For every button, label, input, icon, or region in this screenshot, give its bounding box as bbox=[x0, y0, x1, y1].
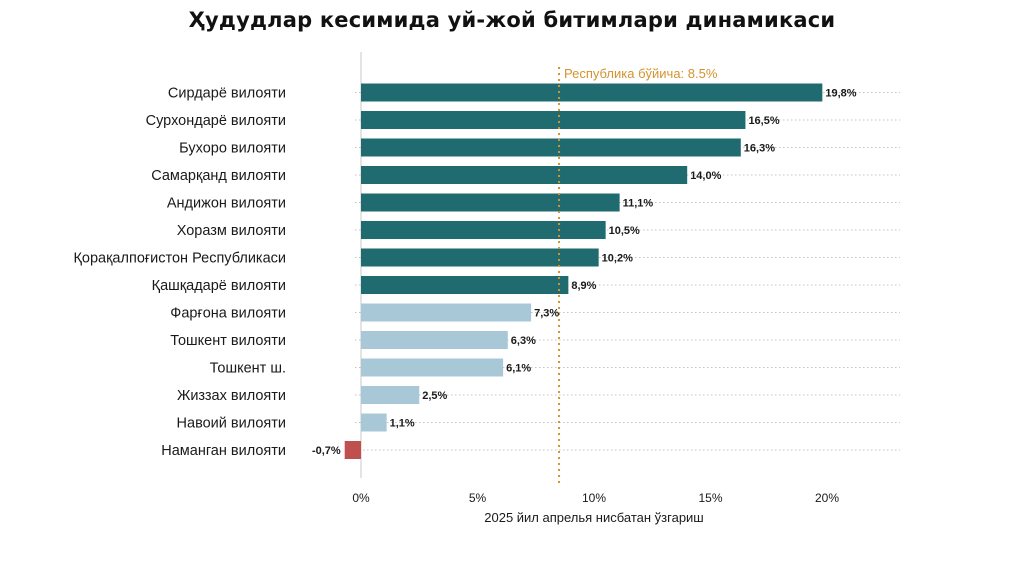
x-tick-label: 10% bbox=[582, 491, 606, 505]
category-label: Қашқадарё вилояти bbox=[152, 278, 286, 294]
bar bbox=[361, 358, 504, 377]
bar bbox=[361, 111, 746, 129]
x-tick-label: 20% bbox=[815, 491, 839, 505]
value-label: 10,5% bbox=[609, 225, 640, 237]
x-axis-label: 2025 йил апрелья нисбатан ўзгариш bbox=[484, 510, 704, 525]
category-label: Сирдарё вилояти bbox=[168, 86, 286, 102]
category-label: Қорақалпоғистон Республикаси bbox=[73, 251, 286, 267]
bars bbox=[344, 83, 823, 459]
x-tick-label: 5% bbox=[469, 491, 487, 505]
category-label: Наманган вилояти bbox=[161, 443, 286, 459]
value-label: 14,0% bbox=[690, 170, 721, 182]
category-label: Жиззах вилояти bbox=[177, 388, 286, 404]
value-label: 11,1% bbox=[623, 198, 654, 210]
category-label: Андижон вилояти bbox=[167, 196, 286, 212]
bar bbox=[361, 138, 741, 157]
reference-line-group: Республика бўйича: 8.5% bbox=[558, 66, 718, 486]
bar bbox=[344, 441, 361, 459]
category-label: Тошкент вилояти bbox=[170, 333, 286, 349]
bar bbox=[361, 276, 569, 294]
value-label: 7,3% bbox=[534, 308, 559, 320]
bar bbox=[361, 248, 599, 267]
value-label: 19,8% bbox=[825, 88, 856, 100]
value-label: 6,3% bbox=[511, 335, 536, 347]
bar bbox=[361, 221, 606, 239]
category-label: Фарғона вилояти bbox=[170, 306, 286, 322]
bar bbox=[361, 386, 420, 404]
value-label: 16,5% bbox=[748, 115, 779, 127]
bar bbox=[361, 166, 688, 184]
value-label: 8,9% bbox=[571, 280, 596, 292]
value-label: 6,1% bbox=[506, 363, 531, 375]
value-label: -0,7% bbox=[312, 445, 341, 457]
category-label: Сурхондарё вилояти bbox=[146, 113, 286, 129]
chart-title: Ҳудудлар кесимида уй-жой битимлари динам… bbox=[188, 8, 836, 32]
bar bbox=[361, 303, 532, 322]
x-tick-label: 0% bbox=[352, 491, 370, 505]
labels: Сирдарё вилояти 19,8% Сурхондарё вилояти 16… bbox=[73, 86, 856, 506]
category-label: Бухоро вилояти bbox=[179, 141, 286, 157]
category-label: Хоразм вилояти bbox=[177, 223, 286, 239]
value-label: 2,5% bbox=[422, 390, 447, 402]
category-label: Самарқанд вилояти bbox=[151, 168, 286, 184]
category-label: Навоий вилояти bbox=[177, 416, 286, 432]
x-tick-label: 15% bbox=[698, 491, 722, 505]
bar bbox=[361, 331, 508, 349]
bar bbox=[361, 413, 387, 432]
reference-line-label: Республика бўйича: 8.5% bbox=[564, 66, 718, 81]
category-label: Тошкент ш. bbox=[210, 361, 286, 377]
value-label: 1,1% bbox=[390, 418, 415, 430]
value-label: 10,2% bbox=[602, 253, 633, 265]
bar bbox=[361, 83, 823, 102]
value-label: 16,3% bbox=[744, 143, 775, 155]
bar bbox=[361, 193, 620, 212]
